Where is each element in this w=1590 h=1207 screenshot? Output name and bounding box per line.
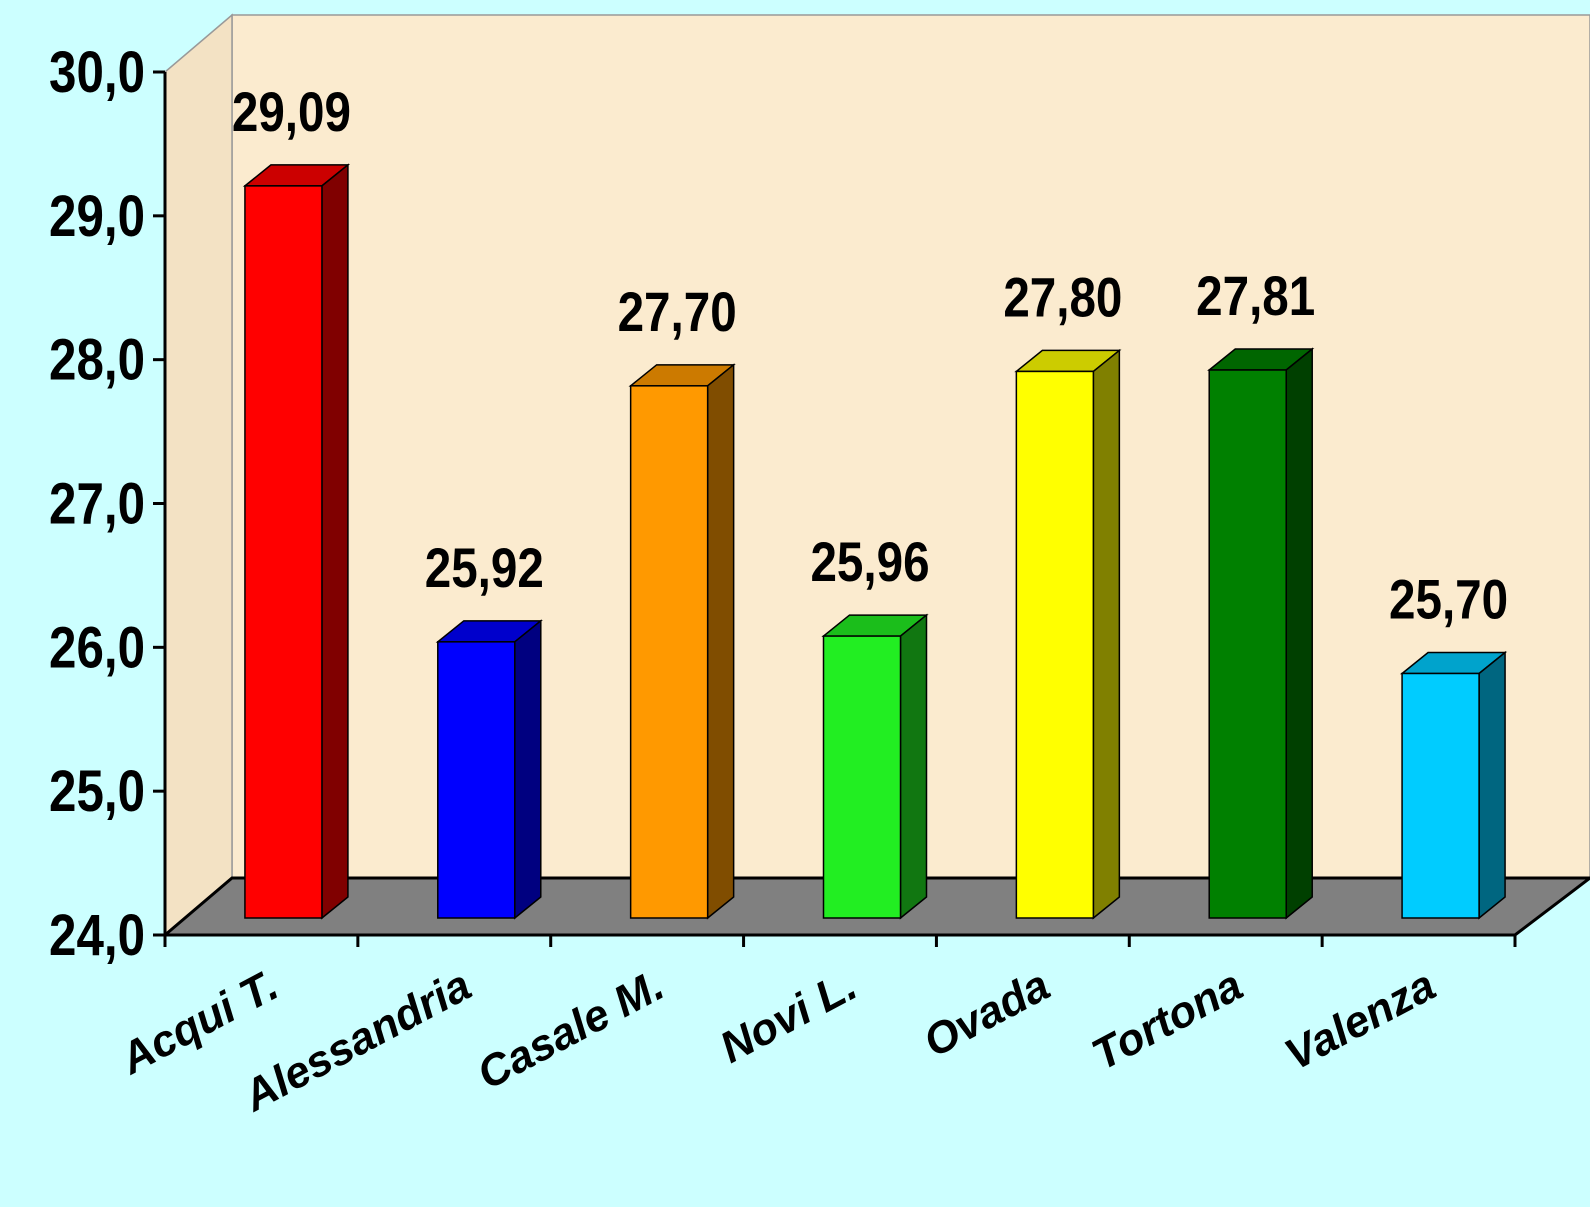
bar-side [1478,650,1506,920]
y-tick-label: 26,0 [49,616,145,681]
value-label: 25,70 [1389,569,1508,631]
value-label: 25,96 [810,532,929,594]
y-tick-label: 24,0 [49,903,145,968]
bar [822,635,902,919]
value-label: 27,80 [1003,267,1122,329]
bar-side [899,613,928,920]
bar-side [321,163,349,920]
bar [629,385,709,919]
value-label: 27,81 [1196,265,1315,327]
y-tick-label: 25,0 [49,759,145,824]
bar [1208,369,1287,919]
bar [244,185,323,919]
bar [437,641,516,919]
bar-side [1092,348,1121,920]
bar-side [706,363,735,920]
value-label: 29,09 [232,81,351,143]
side-wall [164,13,233,937]
bar [1401,672,1480,919]
y-tick-label: 29,0 [49,184,145,249]
value-label: 25,92 [425,537,544,599]
bar-side [514,619,542,920]
y-tick-label: 27,0 [49,472,145,537]
y-tick-label: 28,0 [49,328,145,393]
value-label: 27,70 [618,281,737,343]
bar [1015,370,1095,919]
y-tick-label: 30,0 [49,40,145,105]
bar-side [1285,347,1313,920]
